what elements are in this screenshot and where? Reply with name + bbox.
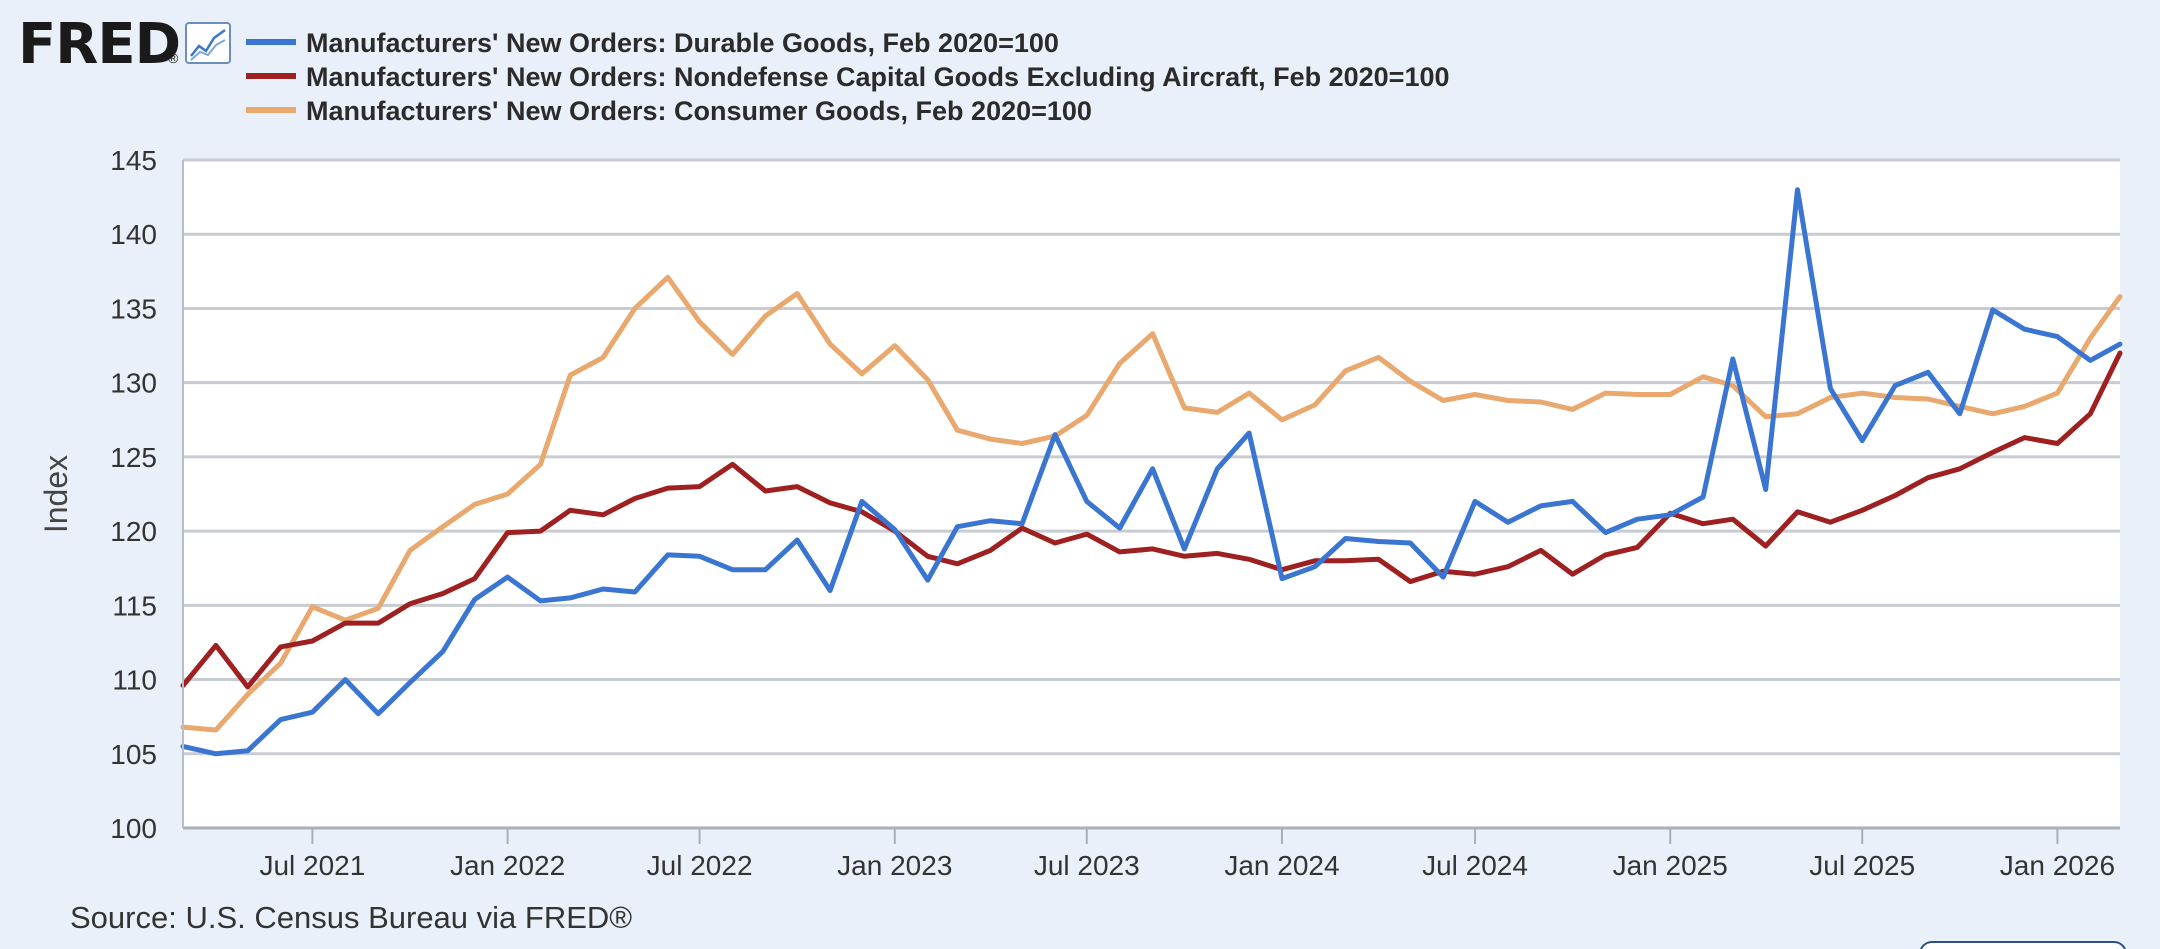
legend: Manufacturers' New Orders: Durable Goods… — [246, 28, 1450, 126]
series-line-2 — [180, 350, 2123, 690]
x-tick-label: Jul 2023 — [1034, 850, 1140, 881]
x-tick-label: Jul 2025 — [1809, 850, 1915, 881]
y-tick-label: 120 — [110, 516, 157, 547]
x-tick-label: Jul 2022 — [647, 850, 753, 881]
legend-label: Manufacturers' New Orders: Consumer Good… — [306, 96, 1092, 126]
x-axis-ticks: Jul 2021 Jan 2022 Jul 2022 Jan 2023 Jul 2023… — [259, 828, 2115, 881]
y-tick-label: 130 — [110, 368, 157, 399]
y-tick-label: 100 — [110, 813, 157, 844]
line-chart-icon — [185, 22, 231, 64]
x-tick-label: Jan 2022 — [450, 850, 565, 881]
y-tick-label: 140 — [110, 219, 157, 250]
x-tick-label: Jan 2024 — [1224, 850, 1339, 881]
x-tick-label: Jan 2025 — [1613, 850, 1728, 881]
y-tick-label: 145 — [110, 145, 157, 176]
legend-label: Manufacturers' New Orders: Nondefense Ca… — [306, 62, 1450, 92]
y-axis-title: Index — [38, 455, 74, 533]
registered-mark: ® — [168, 50, 179, 66]
y-tick-label: 105 — [110, 739, 157, 770]
plot-area — [183, 160, 2120, 828]
grid-lines — [183, 158, 2120, 830]
fred-logo[interactable]: FRED ® — [18, 12, 181, 77]
series-line-3 — [180, 274, 2123, 733]
x-tick-label: Jul 2021 — [259, 850, 365, 881]
series-lines — [180, 187, 2123, 757]
series-line-1 — [180, 187, 2123, 757]
x-tick-label: Jul 2024 — [1422, 850, 1528, 881]
y-tick-label: 135 — [110, 293, 157, 324]
fred-logo-text: FRED — [18, 12, 180, 77]
x-tick-label: Jan 2026 — [2000, 850, 2115, 881]
legend-label: Manufacturers' New Orders: Durable Goods… — [306, 28, 1059, 58]
source-note: Source: U.S. Census Bureau via FRED® — [70, 900, 632, 935]
x-tick-label: Jan 2023 — [837, 850, 952, 881]
y-tick-label: 110 — [112, 665, 157, 696]
y-tick-label: 125 — [110, 442, 157, 473]
y-tick-label: 115 — [112, 590, 157, 621]
y-axis-ticks: 100 105 110 115 120 125 130 135 140 145 — [110, 145, 157, 844]
edit-graph-button[interactable] — [1920, 941, 2126, 949]
